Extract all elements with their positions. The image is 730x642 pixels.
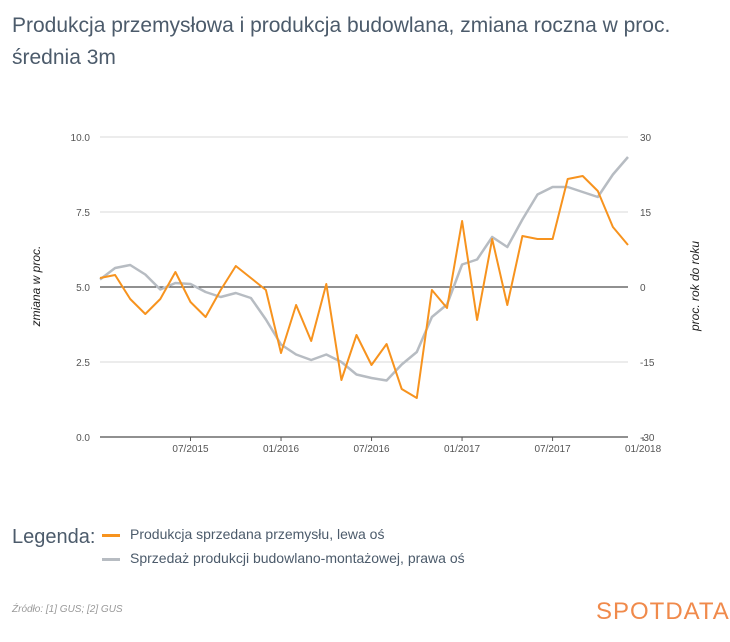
- right-axis-ticks: 30 15 0 -15 -30: [640, 133, 655, 444]
- right-tick-label: 0: [640, 283, 646, 294]
- x-tick-label: 07/2015: [172, 444, 209, 455]
- spotdata-logo: SPOTDATA: [596, 598, 730, 625]
- chart-series: [99, 156, 629, 399]
- left-tick-label: 0.0: [76, 433, 90, 444]
- legend-label-construction: Sprzedaż produkcji budowlano-montażowej,…: [130, 550, 465, 566]
- legend-swatch-construction: [102, 557, 120, 561]
- left-tick-label: 5.0: [76, 283, 90, 294]
- x-axis-ticks: 07/2015 01/2016 07/2016 01/2017 07/2017 01/20…: [172, 437, 662, 455]
- left-axis-ticks: 10.0 7.5 5.0 2.5 0.0: [71, 133, 91, 444]
- x-tick-label: 07/2016: [353, 444, 390, 455]
- chart-title: Produkcja przemysłowa i produkcja budowl…: [12, 14, 671, 69]
- left-axis-title: zmiana w proc.: [29, 246, 43, 328]
- left-tick-label: 10.0: [71, 133, 91, 144]
- series-line-construction: [99, 156, 629, 382]
- legend-item-construction: Sprzedaż produkcji budowlano-montażowej,…: [102, 550, 465, 566]
- series-line-industry: [99, 175, 629, 399]
- right-tick-label: -30: [640, 433, 655, 444]
- left-tick-label: 2.5: [76, 358, 90, 369]
- right-tick-label: 15: [640, 208, 652, 219]
- x-tick-label: 01/2016: [263, 444, 300, 455]
- x-tick-label: 01/2018: [625, 444, 662, 455]
- x-tick-label: 07/2017: [534, 444, 571, 455]
- legend-label-industry: Produkcja sprzedana przemysłu, lewa oś: [130, 526, 385, 542]
- legend-swatch-industry: [102, 533, 120, 537]
- source-note: Źródło: [1] GUS; [2] GUS: [12, 604, 123, 615]
- right-tick-label: -15: [640, 358, 655, 369]
- right-axis-title: proc. rok do roku: [688, 241, 702, 332]
- x-tick-label: 01/2017: [444, 444, 481, 455]
- legend-heading: Legenda:: [12, 526, 96, 548]
- legend-item-industry: Produkcja sprzedana przemysłu, lewa oś: [102, 526, 384, 542]
- left-tick-label: 7.5: [76, 208, 90, 219]
- chart-grid: [100, 136, 628, 438]
- right-tick-label: 30: [640, 133, 652, 144]
